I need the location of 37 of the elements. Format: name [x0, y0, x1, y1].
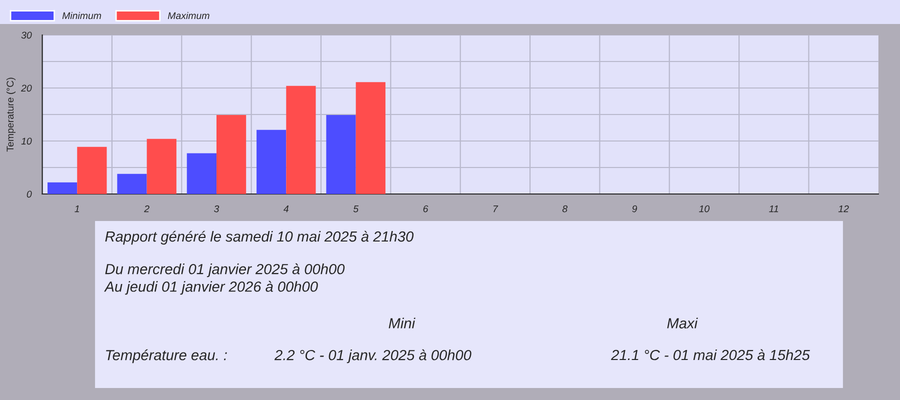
bar	[146, 138, 176, 194]
x-tick-label: 6	[423, 205, 428, 212]
x-tick-label: 7	[493, 205, 498, 212]
y-axis-title: Temperature (°C)	[6, 78, 16, 152]
y-tick-label: 30	[21, 32, 32, 39]
text: Rapport généré le samedi 10 mai 2025 à 21h30	[105, 230, 414, 245]
x-tick-label: 9	[632, 205, 638, 212]
legend-label: Maximum	[168, 12, 210, 20]
bar	[256, 130, 286, 194]
x-tick-label: 3	[214, 205, 220, 212]
bar	[286, 86, 316, 194]
x-tick-label: 12	[838, 205, 849, 212]
x-tick-label: 8	[562, 205, 568, 212]
bar	[117, 174, 147, 194]
text: 21.1 °C - 01 mai 2025 à 15h25	[611, 349, 810, 360]
x-tick-label: 5	[353, 205, 359, 212]
y-tick-label: 10	[21, 138, 32, 145]
text: Du mercredi 01 janvier 2025 à 00h00	[105, 263, 345, 278]
bar	[216, 115, 246, 194]
x-tick-label: 11	[769, 205, 778, 212]
text: Au jeudi 01 janvier 2026 à 00h00	[104, 280, 318, 295]
y-tick-label: 0	[26, 190, 32, 198]
x-tick-label: 1	[74, 205, 80, 212]
bar	[77, 146, 107, 194]
bar	[326, 115, 356, 194]
text: 2.2 °C - 01 janv. 2025 à 00h00	[274, 349, 472, 364]
x-tick-label: 2	[144, 205, 150, 212]
legend-label: Minimum	[62, 12, 102, 20]
bar	[356, 82, 386, 194]
x-tick-label: 4	[284, 205, 288, 212]
text: Mini	[388, 318, 416, 328]
text: Température eau. :	[106, 349, 227, 364]
y-tick-label: 20	[21, 84, 32, 92]
text: Maxi	[667, 318, 698, 328]
x-tick-label: 10	[699, 205, 710, 212]
bar	[48, 182, 78, 194]
bar	[186, 153, 216, 194]
